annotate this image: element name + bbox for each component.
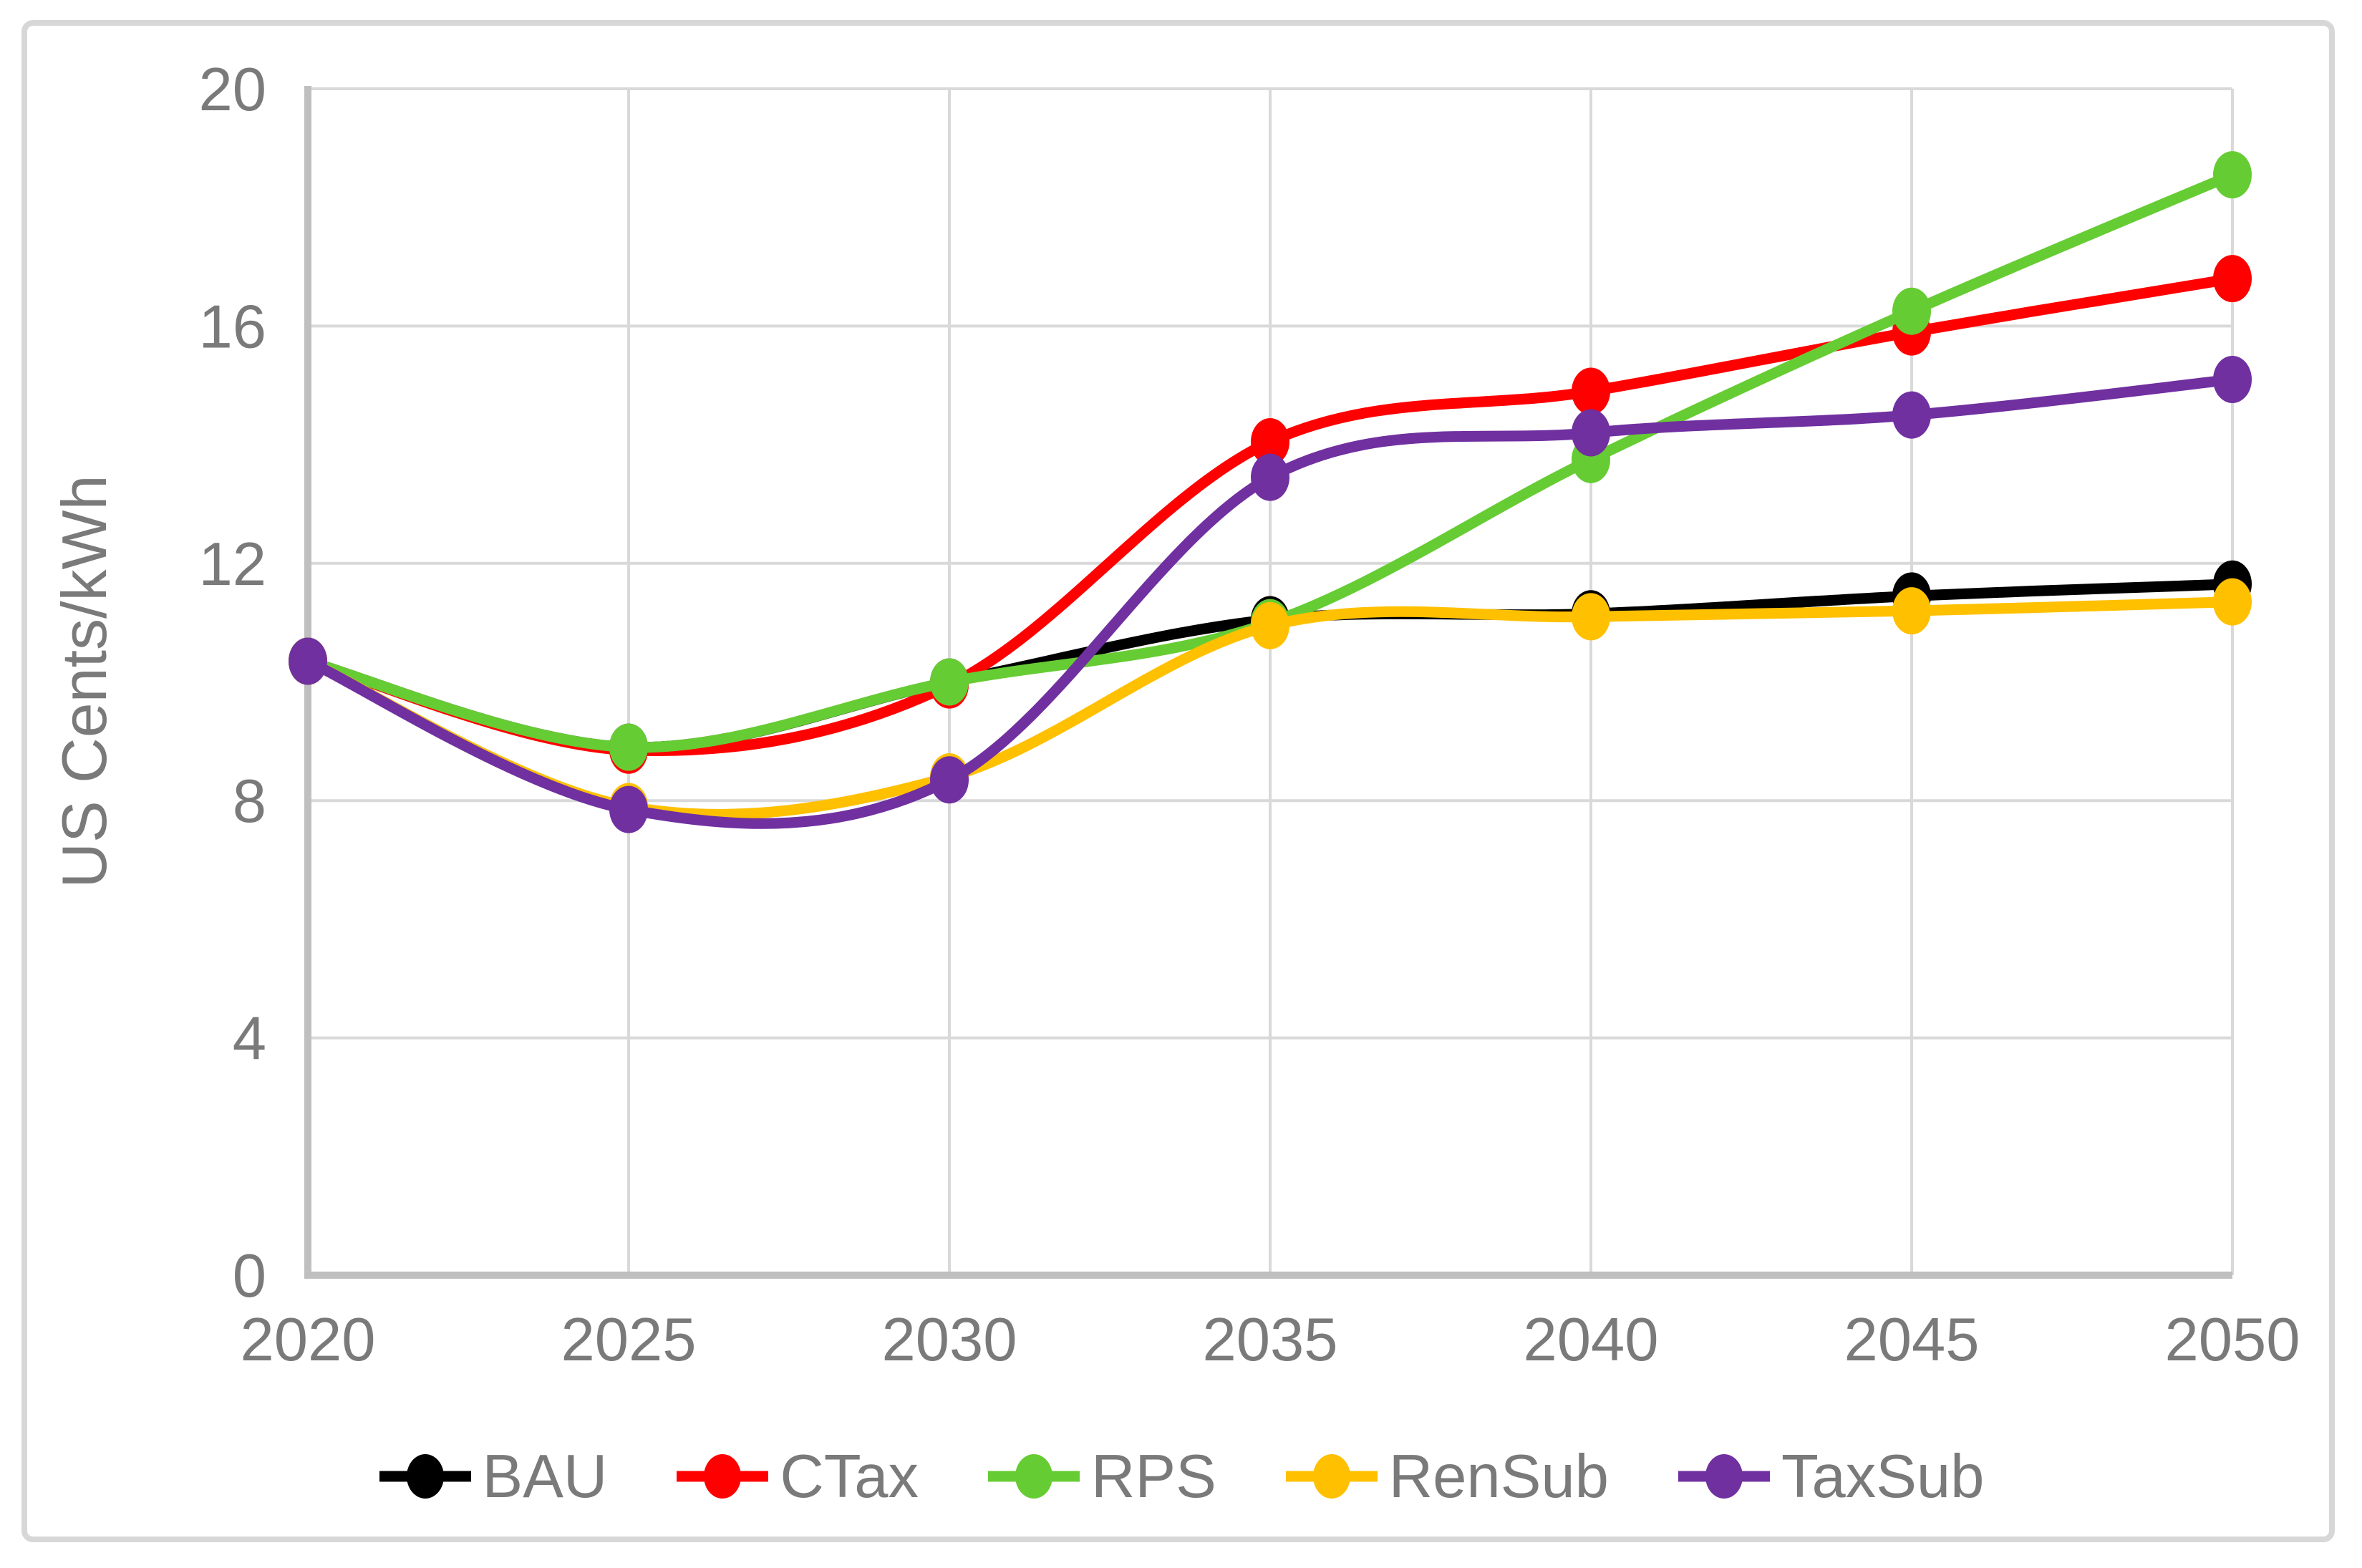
legend-marker-TaxSub — [1678, 1454, 1770, 1499]
series-marker-RenSub-2045 — [1892, 587, 1931, 635]
series-marker-RPS-2045 — [1892, 287, 1931, 335]
legend-marker-BAU — [379, 1454, 471, 1499]
series-lines — [289, 151, 2252, 833]
legend-item-TaxSub: TaxSub — [1677, 1442, 1985, 1511]
series-marker-RenSub-2035 — [1251, 601, 1289, 649]
legend-marker-RenSub — [1285, 1454, 1378, 1499]
legend: BAU CTax RPS RenSub TaxSub — [0, 1433, 2362, 1519]
legend-item-RenSub: RenSub — [1284, 1446, 1609, 1507]
chart-border-frame — [21, 20, 2335, 1542]
y-axis-title: US Cents/kWh — [49, 475, 120, 888]
y-tick-label-20: 20 — [198, 56, 266, 124]
legend-label-RPS: RPS — [1090, 1442, 1216, 1511]
series-marker-CTax-2050 — [2213, 255, 2252, 303]
x-tick-label-2035: 2035 — [1202, 1306, 1337, 1374]
legend-marker-CTax — [677, 1454, 769, 1499]
x-tick-label-2045: 2045 — [1844, 1306, 1979, 1374]
series-marker-RenSub-2040 — [1572, 593, 1610, 641]
series-marker-RPS-2025 — [609, 723, 648, 771]
axis-lines — [304, 86, 2232, 1279]
x-tick-label-2050: 2050 — [2164, 1306, 2300, 1374]
series-marker-TaxSub-2050 — [2213, 355, 2252, 403]
y-tick-labels: 0 4 8 12 16 20 — [198, 56, 266, 1310]
series-marker-TaxSub-2045 — [1892, 391, 1931, 439]
legend-marker-RPS — [987, 1454, 1080, 1499]
series-marker-TaxSub-2030 — [930, 756, 969, 804]
x-tick-label-2040: 2040 — [1523, 1306, 1658, 1374]
x-tick-label-2025: 2025 — [561, 1306, 696, 1374]
series-marker-CTax-2040 — [1572, 367, 1610, 415]
legend-item-CTax: CTax — [675, 1446, 919, 1507]
x-tick-label-2020: 2020 — [240, 1306, 375, 1374]
y-tick-label-12: 12 — [198, 531, 266, 599]
gridlines — [308, 87, 2234, 1275]
series-marker-TaxSub-2025 — [609, 785, 648, 833]
y-tick-label-16: 16 — [198, 293, 266, 361]
legend-label-TaxSub: TaxSub — [1781, 1442, 1985, 1511]
legend-label-CTax: CTax — [780, 1442, 919, 1511]
series-marker-RPS-2030 — [930, 658, 969, 706]
y-tick-label-4: 4 — [233, 1005, 266, 1073]
series-marker-RenSub-2050 — [2213, 578, 2252, 626]
series-marker-TaxSub-2020 — [289, 637, 327, 685]
legend-label-BAU: BAU — [482, 1442, 608, 1511]
y-tick-label-8: 8 — [233, 768, 266, 836]
series-marker-CTax-2035 — [1251, 417, 1289, 465]
series-marker-TaxSub-2035 — [1251, 453, 1289, 501]
series-marker-RPS-2050 — [2213, 151, 2252, 199]
y-tick-label-0: 0 — [233, 1242, 266, 1310]
series-marker-TaxSub-2040 — [1572, 409, 1610, 457]
x-tick-labels: 2020 2025 2030 2035 2040 2045 2050 — [240, 1306, 2300, 1374]
legend-label-RenSub: RenSub — [1388, 1442, 1609, 1511]
x-tick-label-2030: 2030 — [881, 1306, 1017, 1374]
legend-item-BAU: BAU — [378, 1442, 608, 1511]
legend-item-RPS: RPS — [987, 1446, 1216, 1507]
